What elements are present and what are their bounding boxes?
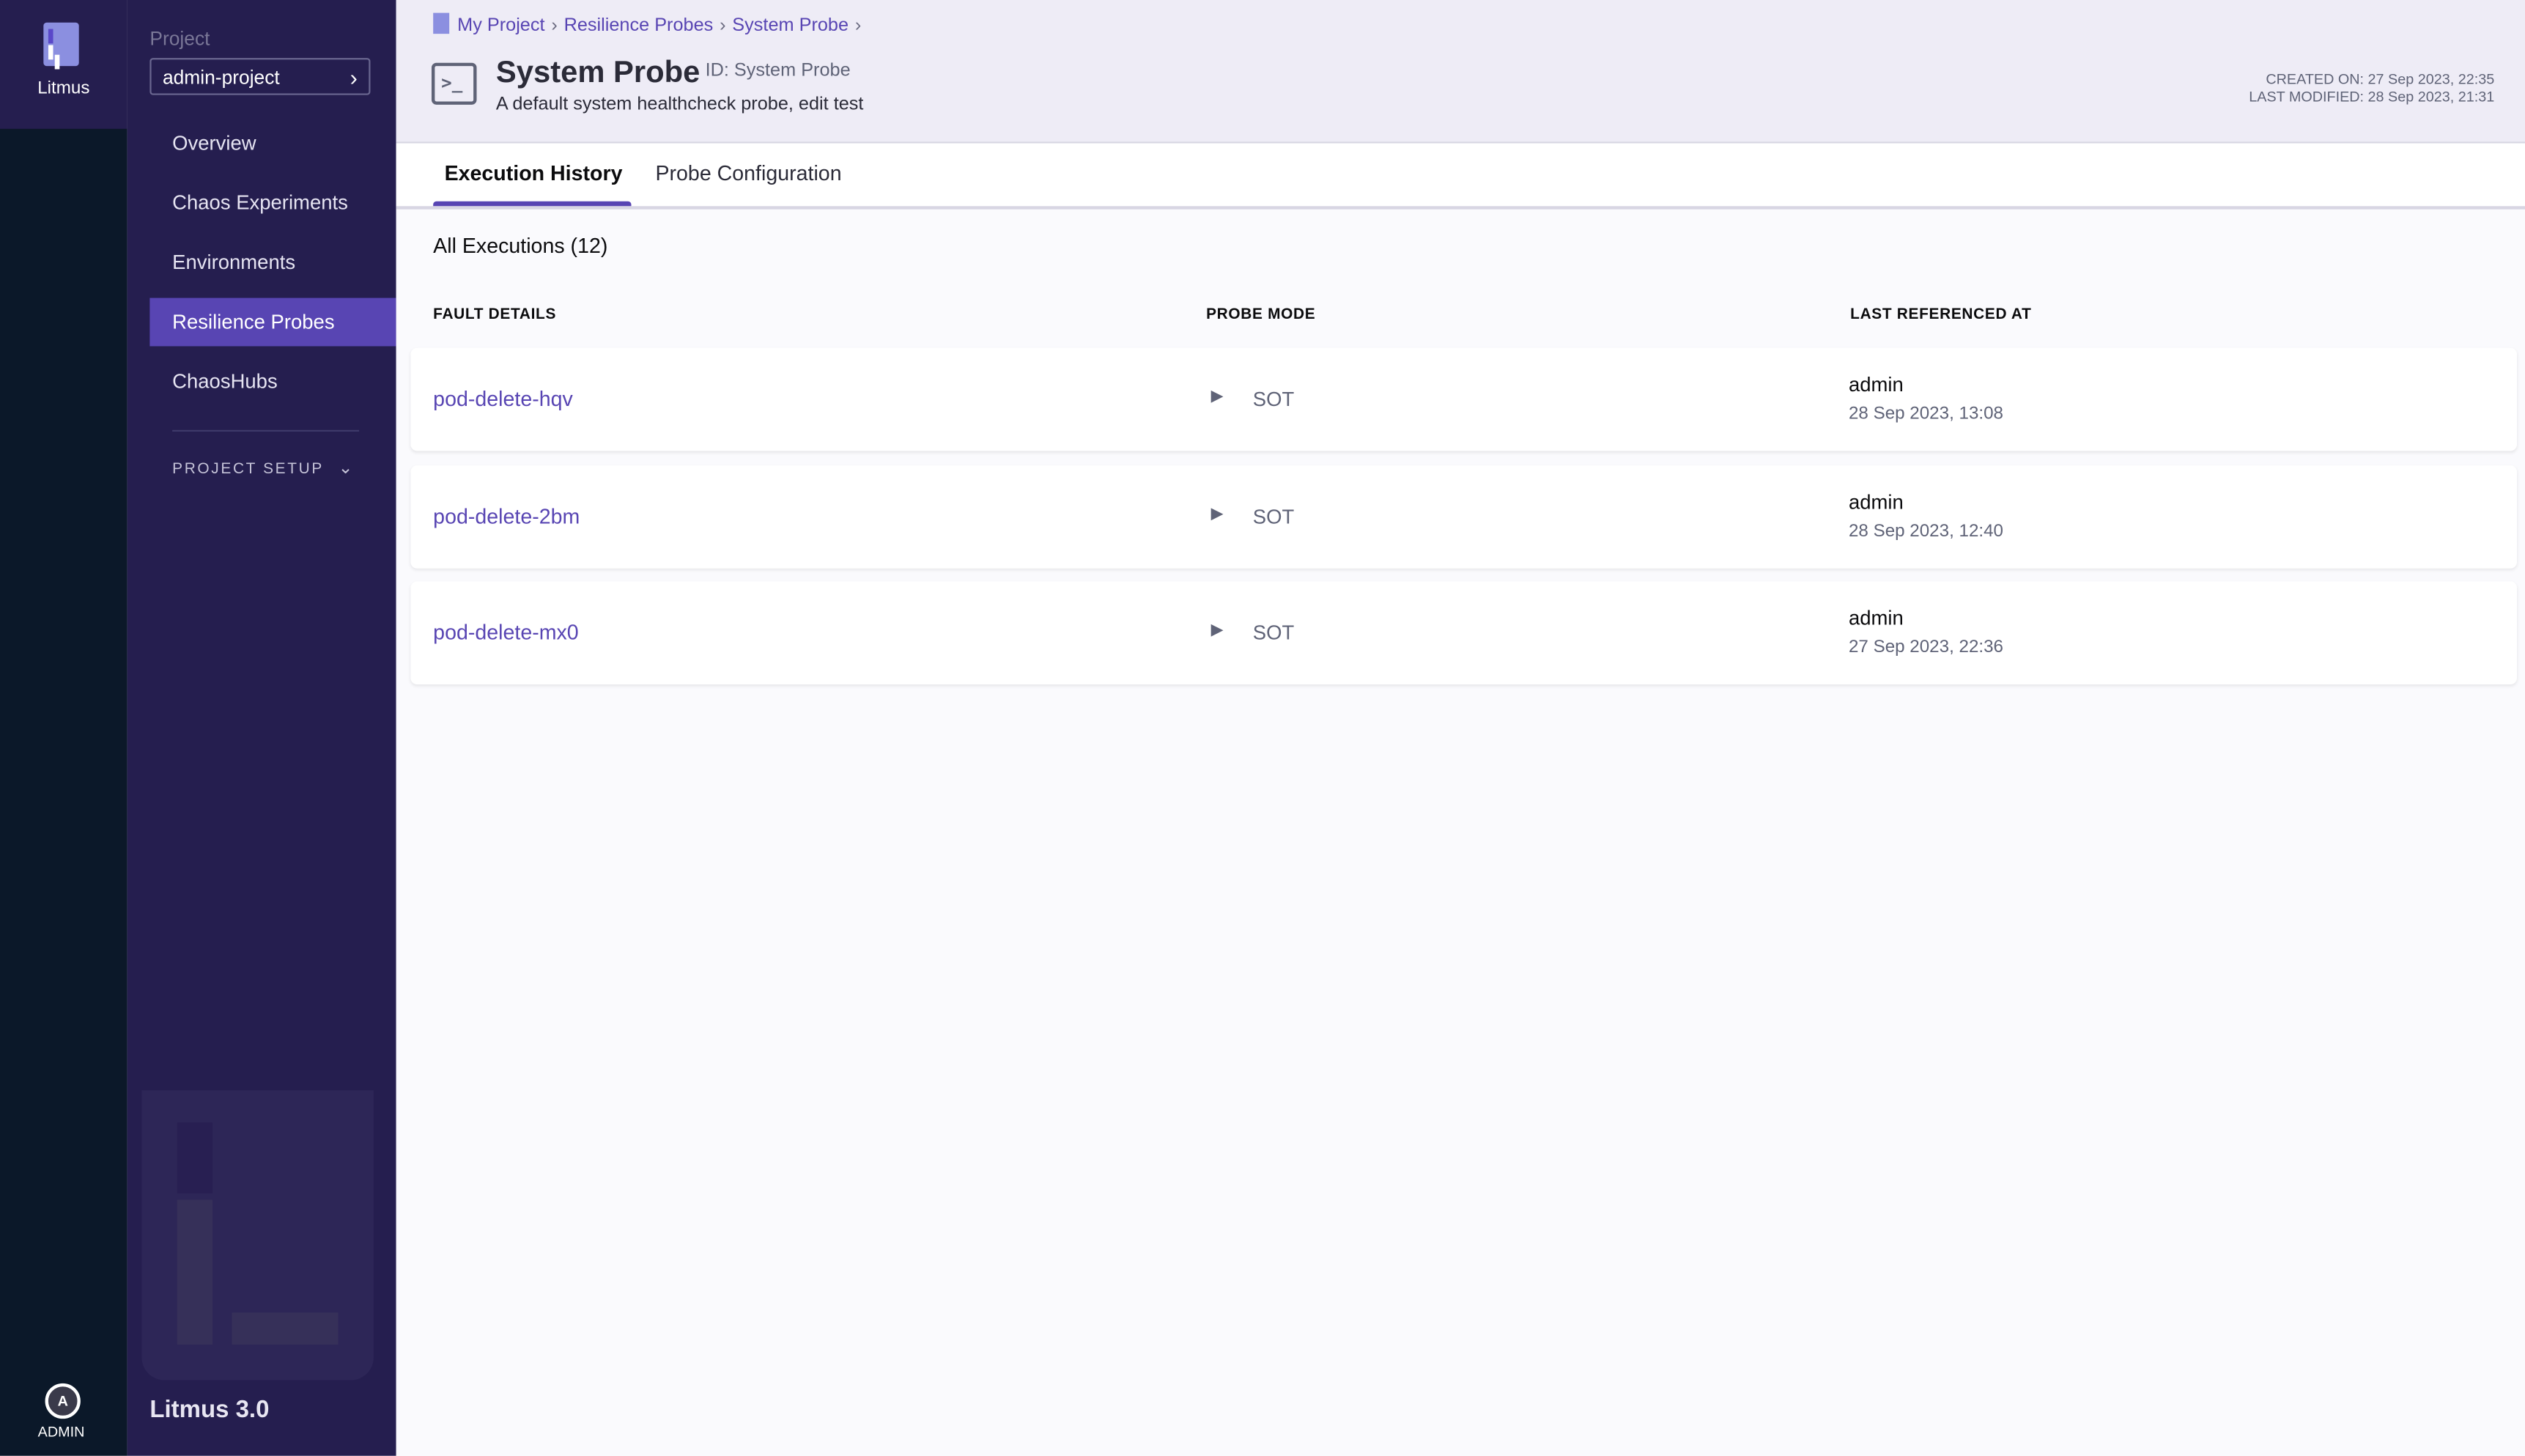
referenced-at: 28 Sep 2023, 12:40 (1848, 522, 2004, 542)
table-row[interactable]: pod-delete-2bm ▶ SOT admin 28 Sep 2023, … (410, 465, 2518, 569)
column-header-last-referenced: LAST REFERENCED AT (1850, 306, 2032, 324)
project-selector[interactable]: admin-project › (149, 58, 371, 95)
referenced-by: admin (1848, 373, 1904, 396)
project-label: Project (149, 27, 210, 51)
referenced-by: admin (1848, 607, 1904, 630)
app-name: Litmus (37, 78, 90, 99)
tab-probe-configuration[interactable]: Probe Configuration (655, 160, 842, 185)
probe-description: A default system healthcheck probe, edit… (495, 95, 864, 115)
tab-bar: Execution History Probe Configuration (396, 143, 2525, 210)
chevron-right-icon: › (854, 15, 862, 36)
referenced-at: 28 Sep 2023, 13:08 (1848, 404, 2004, 424)
app-version: Litmus 3.0 (149, 1396, 270, 1424)
active-tab-indicator (433, 201, 632, 207)
fault-link[interactable]: pod-delete-mx0 (433, 620, 579, 645)
probe-meta: CREATED ON: 27 Sep 2023, 22:35 LAST MODI… (2249, 71, 2494, 106)
table-row[interactable]: pod-delete-hqv ▶ SOT admin 28 Sep 2023, … (410, 347, 2518, 451)
project-value: admin-project (162, 66, 280, 89)
chevron-right-icon: › (350, 64, 358, 91)
main-content: My Project › Resilience Probes › System Prob… (396, 0, 2525, 1456)
table-row[interactable]: pod-delete-mx0 ▶ SOT admin 27 Sep 2023, … (410, 581, 2518, 685)
project-setup-toggle[interactable]: PROJECT SETUP (172, 460, 324, 478)
chevron-down-icon[interactable]: ⌄ (338, 459, 353, 478)
play-icon: ▶ (1210, 506, 1224, 524)
sidebar-item-resilience-probes[interactable]: Resilience Probes (149, 298, 396, 347)
probe-mode: SOT (1252, 621, 1295, 645)
sidebar-item-chaoshubs[interactable]: ChaosHubs (172, 370, 278, 393)
sidebar: Project admin-project › Overview Chaos E… (127, 0, 524, 1456)
probe-mode: SOT (1252, 506, 1295, 528)
referenced-at: 27 Sep 2023, 22:36 (1848, 638, 2004, 657)
tab-execution-history[interactable]: Execution History (444, 160, 623, 185)
sidebar-item-overview[interactable]: Overview (172, 132, 256, 155)
sidebar-divider (172, 429, 360, 432)
page-title: System Probe (495, 56, 700, 91)
referenced-by: admin (1848, 491, 1904, 514)
sidebar-item-chaos-experiments[interactable]: Chaos Experiments (172, 191, 348, 215)
litmus-watermark-logo (141, 1090, 374, 1381)
breadcrumb-system-probe[interactable]: System Probe (732, 15, 849, 36)
page-header: My Project › Resilience Probes › System Prob… (396, 0, 2525, 144)
user-label[interactable]: ADMIN (37, 1423, 85, 1440)
column-header-fault-details: FAULT DETAILS (433, 306, 557, 324)
breadcrumb-my-project[interactable]: My Project (457, 15, 545, 36)
app-rail: Litmus A ADMIN (0, 0, 127, 1456)
app-switcher[interactable]: Litmus (0, 0, 127, 129)
executions-count: All Executions (12) (433, 233, 608, 258)
created-on: CREATED ON: 27 Sep 2023, 22:35 (2266, 70, 2495, 87)
breadcrumb: My Project › Resilience Probes › System Prob… (433, 12, 868, 36)
probe-mode: SOT (1252, 388, 1295, 411)
play-icon: ▶ (1210, 621, 1224, 640)
chevron-right-icon: › (720, 15, 726, 36)
breadcrumb-resilience-probes[interactable]: Resilience Probes (563, 15, 714, 36)
column-header-probe-mode: PROBE MODE (1206, 306, 1316, 324)
probe-id: ID: System Probe (705, 61, 851, 81)
litmus-logo-icon (43, 22, 79, 67)
chevron-right-icon: › (551, 15, 558, 36)
play-icon: ▶ (1210, 388, 1224, 406)
last-modified: LAST MODIFIED: 28 Sep 2023, 21:31 (2249, 88, 2495, 105)
fault-link[interactable]: pod-delete-hqv (433, 386, 573, 411)
sidebar-item-environments[interactable]: Environments (172, 251, 296, 274)
terminal-icon: >_ (431, 62, 477, 105)
user-avatar[interactable]: A (45, 1383, 81, 1419)
project-icon (433, 12, 450, 34)
fault-link[interactable]: pod-delete-2bm (433, 503, 580, 528)
